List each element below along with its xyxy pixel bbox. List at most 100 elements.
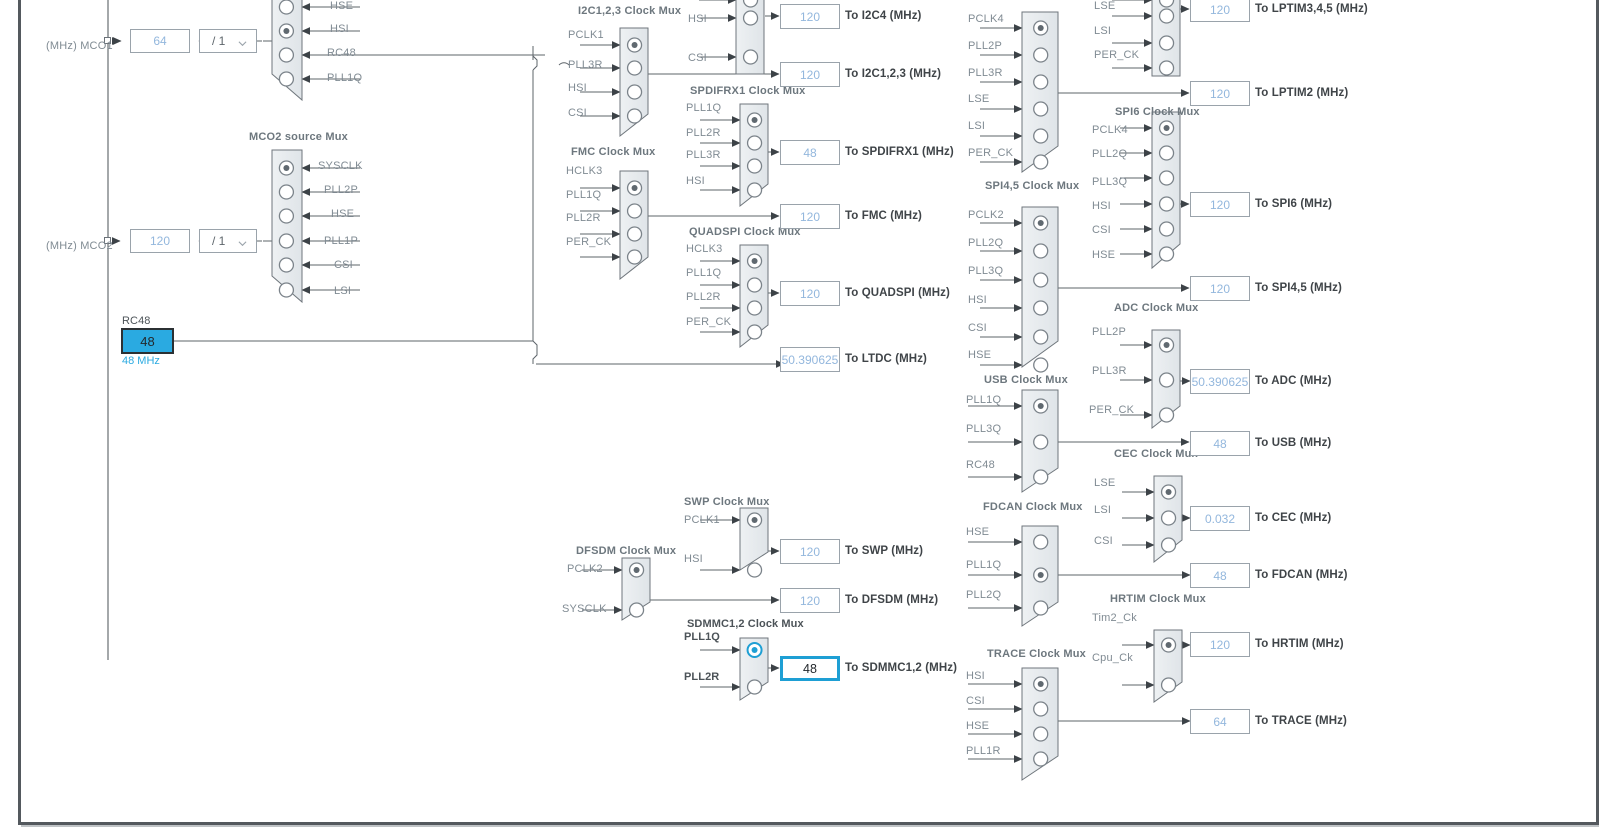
window-frame-right	[1596, 0, 1599, 825]
mco1-value[interactable]: 64	[130, 29, 190, 53]
mux-radio-hrtim-1[interactable]	[1160, 677, 1177, 693]
mux-radio-spi6-3[interactable]	[1158, 196, 1175, 212]
output-spi6-value[interactable]: 120	[1190, 192, 1250, 217]
mux-radio-trace-1[interactable]	[1033, 701, 1049, 717]
mux-radio-i2c4-1[interactable]	[742, 10, 759, 26]
mux-radio-mco2-source-3[interactable]	[278, 233, 295, 249]
mux-radio-lptim2-3[interactable]	[1033, 101, 1049, 117]
mux-radio-cec-2[interactable]	[1160, 537, 1177, 553]
mux-radio-i2c123-1[interactable]	[626, 60, 643, 76]
mux-radio-spi45-2[interactable]	[1033, 272, 1049, 288]
mux-radio-fdcan-0[interactable]	[1033, 534, 1049, 550]
output-i2c4-value[interactable]: 120	[780, 4, 840, 29]
mux-radio-spi6-5[interactable]	[1158, 246, 1175, 262]
mux-radio-spi6-4[interactable]	[1158, 221, 1175, 237]
mux-radio-sdmmc12-1[interactable]	[746, 679, 763, 695]
mux-radio-spi6-1[interactable]	[1158, 145, 1175, 161]
output-i2c123-value[interactable]: 120	[780, 62, 840, 87]
mux-radio-mco1-source-3[interactable]	[278, 71, 295, 87]
mux-radio-fdcan-2[interactable]	[1033, 600, 1049, 616]
mux-radio-mco2-source-2[interactable]	[278, 208, 295, 224]
mux-spi45-input-0: PCLK2	[968, 209, 1004, 221]
mux-mco2-input-0: SYSCLK	[318, 160, 363, 172]
mux-radio-cec-1[interactable]	[1160, 510, 1177, 526]
output-lptim345-value[interactable]: 120	[1190, 0, 1250, 22]
output-fdcan-value[interactable]: 48	[1190, 563, 1250, 588]
mux-body-fmc[interactable]	[619, 170, 649, 281]
mux-radio-spi6-2[interactable]	[1158, 170, 1175, 186]
mux-radio-quadspi-2[interactable]	[746, 300, 763, 316]
mux-radio-i2c123-3[interactable]	[626, 108, 643, 124]
output-lptim2-value[interactable]: 120	[1190, 81, 1250, 106]
output-cec-value[interactable]: 0.032	[1190, 506, 1250, 531]
output-swp-value[interactable]: 120	[780, 539, 840, 564]
output-spdifrx1-value[interactable]: 48	[780, 140, 840, 165]
mux-body-lptim2[interactable]	[1021, 11, 1059, 173]
mux-body-spdifrx1[interactable]	[739, 103, 769, 208]
output-quadspi-value[interactable]: 120	[780, 281, 840, 306]
mco1-divider-select[interactable]: / 1	[199, 29, 257, 53]
mux-radio-spi45-4[interactable]	[1033, 329, 1049, 345]
mux-radio-adc-2[interactable]	[1158, 407, 1175, 423]
mux-radio-spdifrx1-3[interactable]	[746, 182, 763, 198]
mux-mco2-input-3: PLL1P	[324, 235, 359, 247]
mux-radio-usb-1[interactable]	[1033, 434, 1049, 450]
mux-radio-fmc-3[interactable]	[626, 249, 643, 265]
mux-radio-lptim345-3[interactable]	[1158, 60, 1175, 76]
output-trace-value[interactable]: 64	[1190, 709, 1250, 734]
mux-radio-spi45-3[interactable]	[1033, 300, 1049, 316]
mux-radio-trace-3[interactable]	[1033, 751, 1049, 767]
mux-radio-spdifrx1-1[interactable]	[746, 135, 763, 151]
output-usb-value[interactable]: 48	[1190, 431, 1250, 456]
mux-radio-quadspi-1[interactable]	[746, 277, 763, 293]
mco2-divider-select[interactable]: / 1	[199, 229, 257, 253]
output-sdmmc12-value[interactable]: 48	[780, 656, 840, 681]
mux-radio-spdifrx1-2[interactable]	[746, 158, 763, 174]
mux-radio-usb-2[interactable]	[1033, 469, 1049, 485]
output-spi45-label: To SPI4,5 (MHz)	[1255, 282, 1342, 294]
mux-radio-mco2-source-4[interactable]	[278, 257, 295, 273]
mux-radio-mco2-source-5[interactable]	[278, 282, 295, 298]
mux-radio-lptim2-2[interactable]	[1033, 74, 1049, 90]
mux-radio-trace-2[interactable]	[1033, 726, 1049, 742]
mux-radio-lptim2-4[interactable]	[1033, 128, 1049, 144]
mux-body-i2c123[interactable]	[619, 27, 649, 138]
mux-radio-dfsdm-1[interactable]	[628, 602, 645, 618]
mux-radio-mco2-source-1[interactable]	[278, 184, 295, 200]
mco2-port	[104, 237, 111, 244]
mux-radio-i2c4-2[interactable]	[742, 49, 759, 65]
rc48-value[interactable]: 48	[121, 328, 174, 354]
mux-radio-lptim345-2[interactable]	[1158, 35, 1175, 51]
mux-radio-i2c123-2[interactable]	[626, 84, 643, 100]
output-hrtim-value[interactable]: 120	[1190, 632, 1250, 657]
mux-radio-selected-adc	[1163, 342, 1170, 348]
mux-radio-adc-1[interactable]	[1158, 372, 1175, 388]
mux-quadspi-input-3: PER_CK	[686, 316, 732, 328]
mux-radio-lptim2-5[interactable]	[1033, 154, 1049, 170]
mux-radio-i2c4-0[interactable]	[742, 0, 759, 8]
output-spi45-value[interactable]: 120	[1190, 276, 1250, 301]
output-dfsdm-value[interactable]: 120	[780, 588, 840, 613]
mux-radio-selected-fmc	[631, 185, 638, 191]
mux-radio-mco1-source-2[interactable]	[278, 47, 295, 63]
mux-radio-quadspi-3[interactable]	[746, 324, 763, 340]
mux-radio-swp-1[interactable]	[746, 562, 763, 578]
output-fmc-value[interactable]: 120	[780, 204, 840, 229]
mux-radio-spi45-1[interactable]	[1033, 243, 1049, 259]
mux-radio-spi45-5[interactable]	[1033, 357, 1049, 373]
mux-body-trace[interactable]	[1021, 667, 1059, 781]
mux-radio-mco1-source-0[interactable]	[278, 0, 295, 15]
mux-radio-lptim345-1[interactable]	[1158, 8, 1175, 24]
output-fmc-label: To FMC (MHz)	[845, 210, 922, 222]
mux-radio-fmc-1[interactable]	[626, 203, 643, 219]
mux-radio-fmc-2[interactable]	[626, 226, 643, 242]
mux-title-trace: TRACE Clock Mux	[987, 648, 1086, 660]
mux-lptim345-input-2: PER_CK	[1094, 49, 1140, 61]
output-adc-value[interactable]: 50.390625	[1190, 369, 1250, 394]
mux-body-quadspi[interactable]	[739, 244, 769, 349]
mux-radio-lptim2-1[interactable]	[1033, 47, 1049, 63]
mco2-value[interactable]: 120	[130, 229, 190, 253]
mux-radio-lptim345-0[interactable]	[1158, 0, 1175, 8]
output-ltdc-value[interactable]: 50.390625	[780, 347, 840, 372]
